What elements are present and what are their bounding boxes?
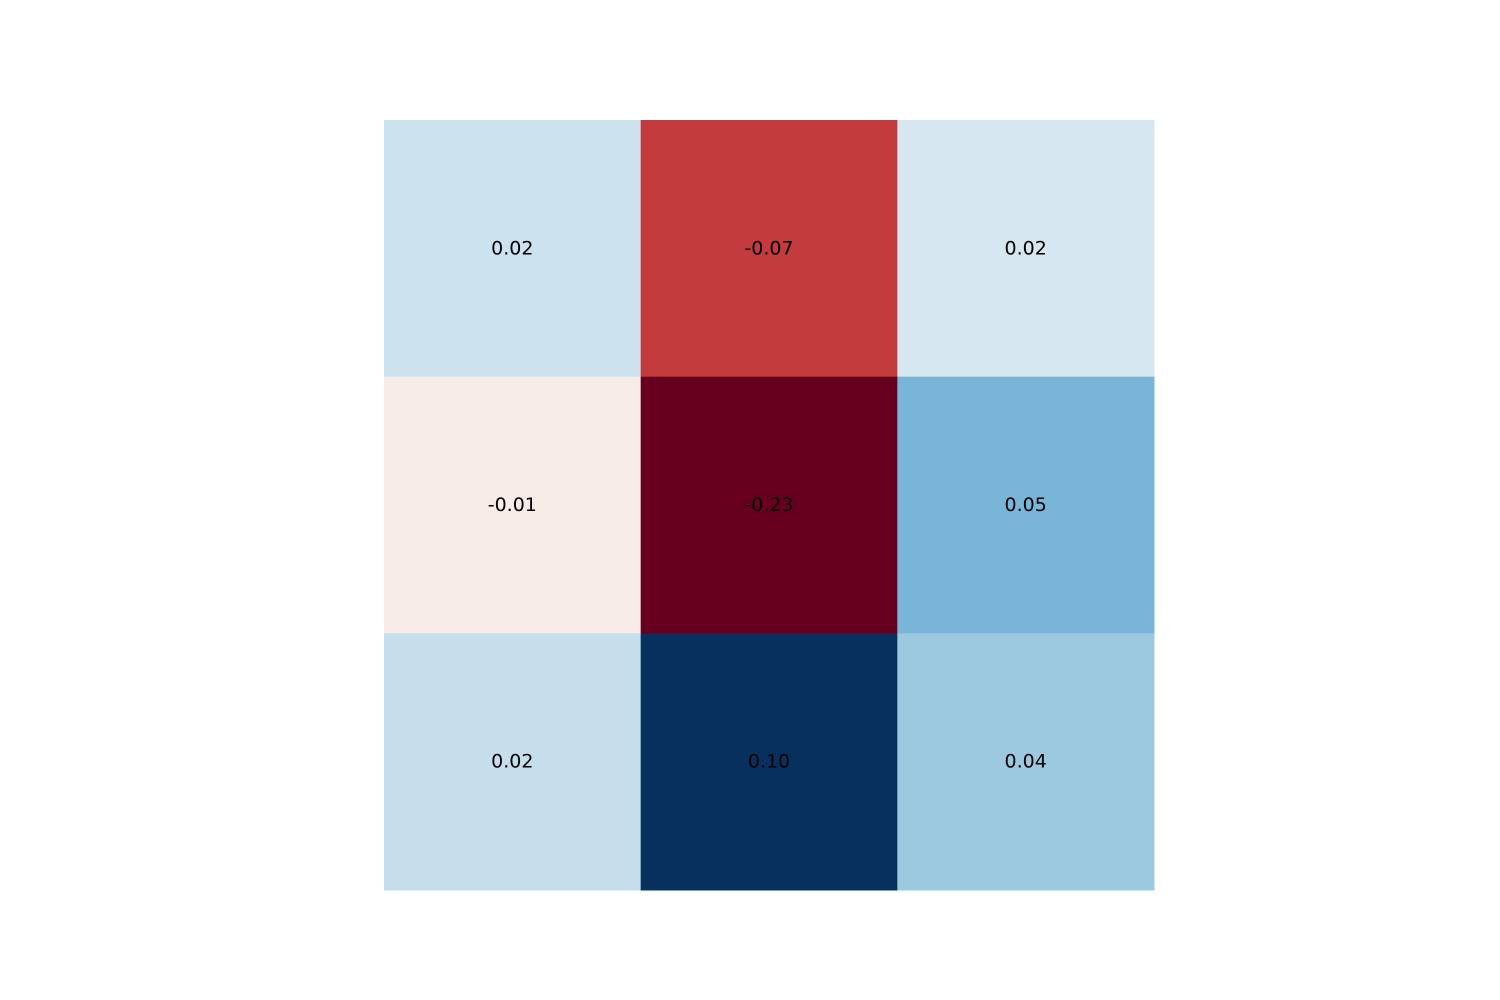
heatmap-cell-r2-c0 — [384, 633, 642, 891]
heatmap-cells — [384, 120, 1155, 891]
heatmap-cell-label-r2-c0: 0.02 — [491, 751, 533, 773]
heatmap-cell-r0-c0 — [384, 120, 642, 378]
heatmap-cell-label-r0-c0: 0.02 — [491, 237, 533, 259]
heatmap-cell-r0-c2 — [897, 120, 1155, 378]
heatmap-cell-r1-c2 — [897, 376, 1155, 634]
heatmap-cell-label-r1-c2: 0.05 — [1005, 494, 1047, 516]
heatmap-cell-r1-c0 — [384, 376, 642, 634]
heatmap-cell-r1-c1 — [640, 376, 898, 634]
heatmap-labels: 0.02 -0.07 0.02 -0.01 -0.23 0.05 0.02 0.10 0.04 — [488, 237, 1047, 772]
heatmap-cell-r0-c1 — [640, 120, 898, 378]
heatmap-cell-r2-c1 — [640, 633, 898, 891]
heatmap-cell-label-r0-c1: -0.07 — [744, 237, 793, 259]
heatmap-cell-label-r2-c1: 0.10 — [748, 751, 790, 773]
heatmap-cell-label-r1-c0: -0.01 — [488, 494, 537, 516]
heatmap-cell-label-r1-c1: -0.23 — [744, 494, 793, 516]
heatmap-cell-r2-c2 — [897, 633, 1155, 891]
heatmap-cell-label-r2-c2: 0.04 — [1005, 751, 1047, 773]
heatmap-cell-label-r0-c2: 0.02 — [1005, 237, 1047, 259]
